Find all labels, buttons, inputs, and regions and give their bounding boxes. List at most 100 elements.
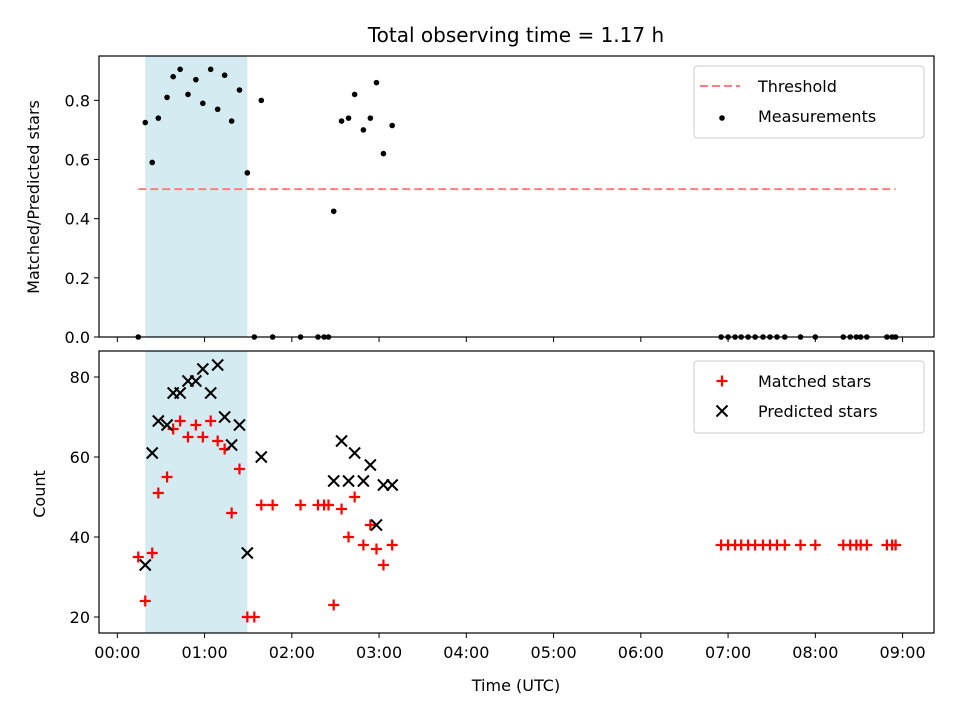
measurement-point [258, 97, 265, 104]
predicted-star-point [204, 386, 217, 400]
matched-star-point [861, 539, 873, 551]
legend-measurement-swatch [719, 115, 725, 121]
matched-star-point [343, 531, 355, 543]
measurement-point [155, 115, 162, 121]
matched-star-point [377, 559, 389, 571]
predicted-star-point [385, 478, 399, 492]
top-shaded-span [145, 56, 248, 337]
top-y-tick-label: 0.6 [65, 151, 90, 170]
predicted-star-point [139, 558, 152, 572]
legend-matched-swatch [716, 375, 728, 387]
measurement-point [244, 170, 251, 176]
bottom-legend-label: Predicted stars [758, 402, 878, 421]
matched-star-point [795, 539, 807, 551]
matched-star-point [386, 539, 398, 551]
bottom-x-tick-label: 03:00 [356, 643, 402, 662]
matched-star-point [370, 543, 382, 555]
measurement-point [345, 115, 352, 121]
matched-star-point [161, 471, 173, 483]
measurement-point [351, 91, 358, 98]
measurement-point [185, 91, 191, 98]
predicted-star-point [233, 418, 246, 432]
x-axis-label: Time (UTC) [471, 676, 560, 695]
top-plot-area: 0.0 0.2 0.4 0.6 0.8 Threshold Measurements [65, 55, 935, 347]
bottom-x-tick-label: 06:00 [618, 643, 664, 662]
matched-star-point [809, 539, 821, 551]
bottom-x-tick-label: 01:00 [182, 643, 228, 662]
matched-star-point [364, 519, 376, 531]
bottom-y-axis-label: Count [30, 470, 49, 518]
bottom-y-tick-label: 20 [70, 608, 90, 627]
predicted-star-point [218, 410, 231, 424]
matched-star-point [349, 491, 361, 503]
bottom-x-tick-label: 00:00 [94, 643, 140, 662]
predicted-star-point [364, 458, 377, 472]
bottom-legend-label: Matched stars [758, 372, 871, 391]
measurement-point [236, 87, 243, 93]
predicted-star-point [357, 474, 370, 488]
matched-star-point [146, 547, 158, 559]
predicted-star-point [255, 450, 268, 464]
matched-star-point [322, 499, 334, 511]
measurement-point [177, 66, 183, 73]
matched-star-point [212, 435, 224, 447]
bottom-x-tick-label: 04:00 [443, 643, 489, 662]
bottom-y-tick-label: 60 [70, 448, 90, 467]
top-axes-frame [98, 55, 935, 338]
measurement-point [207, 66, 214, 73]
top-legend-box [693, 65, 925, 139]
measurement-point [330, 208, 337, 215]
top-y-tick-label: 0.4 [65, 210, 90, 229]
top-y-axis-label: Matched/Predicted stars [24, 100, 43, 294]
matched-star-point [132, 551, 144, 563]
predicted-star-point [370, 518, 383, 532]
matched-star-point [182, 431, 194, 443]
matched-star-point [205, 415, 217, 427]
predicted-star-point [211, 358, 224, 372]
matched-star-point [890, 539, 902, 551]
bottom-plot-area: 20 40 60 80 00:00 01:00 02:00 03:00 04:00 05:00 06… [70, 350, 935, 662]
bottom-axes-frame [98, 350, 935, 634]
predicted-star-point [342, 474, 355, 488]
bottom-legend: Matched stars Predicted stars [693, 360, 925, 434]
matched-star-point [267, 499, 279, 511]
matched-star-point [255, 499, 267, 511]
top-y-tick-label: 0.8 [65, 91, 90, 110]
matched-star-point [152, 487, 164, 499]
matched-star-point [328, 599, 340, 611]
top-y-tick-label: 0.0 [65, 328, 90, 347]
matched-star-point [248, 611, 260, 623]
matched-star-point [197, 431, 209, 443]
predicted-star-point [335, 434, 348, 448]
matched-star-point [190, 419, 202, 431]
matched-star-point [295, 499, 307, 511]
matched-star-point [779, 539, 791, 551]
matched-star-point [174, 415, 186, 427]
measurement-point [221, 72, 228, 79]
measurement-point [389, 122, 395, 129]
matched-star-point [226, 507, 238, 519]
bottom-panel: 20 40 60 80 00:00 01:00 02:00 03:00 04:00 05:00 06… [70, 350, 935, 662]
chart-title: Total observing time = 1.17 h [367, 23, 664, 47]
measurement-point [149, 159, 156, 166]
matched-star-point [139, 595, 151, 607]
top-y-tick-label: 0.2 [65, 269, 90, 288]
measurement-point [360, 127, 367, 133]
legend-predicted-swatch [715, 404, 729, 418]
bottom-x-tick-label: 08:00 [792, 643, 838, 662]
measurement-point [338, 118, 345, 124]
matched-star-point [357, 539, 369, 551]
bottom-y-tick-label: 80 [70, 368, 90, 387]
measurement-point [170, 73, 176, 80]
predicted-star-point [146, 446, 159, 460]
top-legend: Threshold Measurements [693, 65, 925, 139]
measurement-point [228, 118, 235, 124]
bottom-x-tick-label: 07:00 [705, 643, 751, 662]
predicted-star-point [160, 418, 174, 432]
top-legend-label: Measurements [758, 107, 876, 126]
predicted-star-point [196, 362, 210, 376]
bottom-x-tick-label: 05:00 [531, 643, 577, 662]
measurement-point [214, 106, 221, 113]
measurement-point [380, 150, 387, 157]
